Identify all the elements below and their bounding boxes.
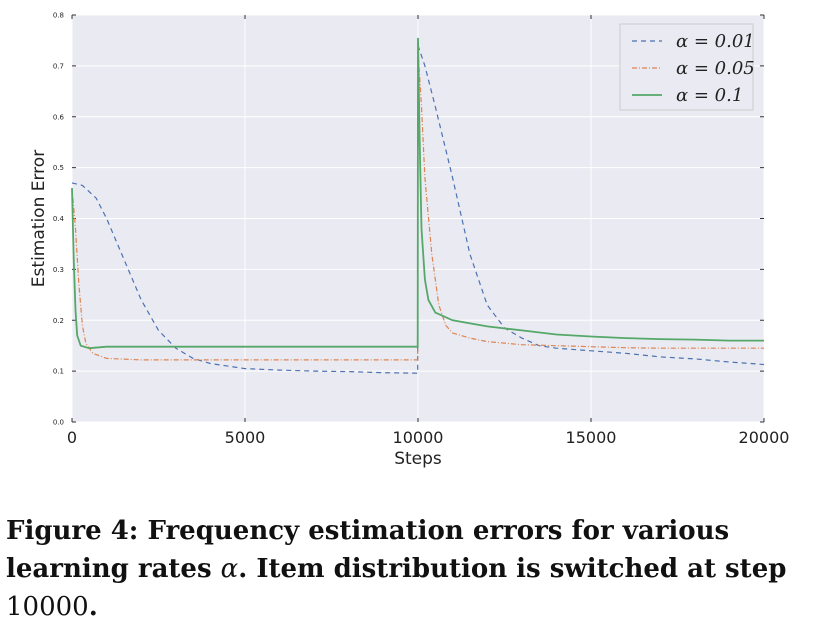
line-chart: 0 5000 10000 15000 20000 0.0 0.1 0.2 0.3 0.4 0.5 0.… xyxy=(29,12,790,470)
y-tick-label: 0.6 xyxy=(53,113,65,121)
caption-part3: . xyxy=(88,592,98,622)
series-line-alpha-01 xyxy=(71,37,764,350)
series-group xyxy=(71,37,765,374)
legend-box xyxy=(619,23,754,111)
x-tick-label: 5000 xyxy=(225,428,266,447)
y-tick-label: 0.0 xyxy=(53,419,64,427)
caption-part1: Figure 4: Frequency estimation errors fo… xyxy=(6,516,730,584)
caption-step: 10000 xyxy=(6,592,89,622)
y-tick-label: 0.2 xyxy=(53,317,64,325)
series-line-alpha-001 xyxy=(71,45,765,374)
x-axis-label: Steps xyxy=(394,449,442,469)
y-axis-label: Estimation Error xyxy=(29,150,49,287)
y-tick-label: 0.4 xyxy=(53,215,65,223)
legend-label: α = 0.05 xyxy=(676,58,755,79)
figure-caption: Figure 4: Frequency estimation errors fo… xyxy=(6,512,832,626)
y-tick-label: 0.5 xyxy=(53,164,64,172)
caption-part2: . Item distribution is switched at step xyxy=(238,554,787,584)
legend-label: α = 0.01 xyxy=(676,31,755,52)
x-tick-label: 0 xyxy=(67,428,77,447)
x-tick-label: 15000 xyxy=(566,428,617,447)
x-tick-label: 20000 xyxy=(739,428,790,447)
y-tick-label: 0.8 xyxy=(53,12,64,20)
y-tick-label: 0.3 xyxy=(53,266,64,274)
y-tick-label: 0.1 xyxy=(53,368,64,376)
legend-label: α = 0.1 xyxy=(676,85,743,106)
x-tick-label: 10000 xyxy=(393,428,444,447)
legend: α = 0.01 α = 0.05 α = 0.1 xyxy=(619,23,755,111)
axis-ticks: 0 5000 10000 15000 20000 0.0 0.1 0.2 0.3 0.4 0.5 0.… xyxy=(53,12,790,448)
caption-alpha: α xyxy=(220,554,239,584)
y-tick-label: 0.7 xyxy=(53,62,64,70)
